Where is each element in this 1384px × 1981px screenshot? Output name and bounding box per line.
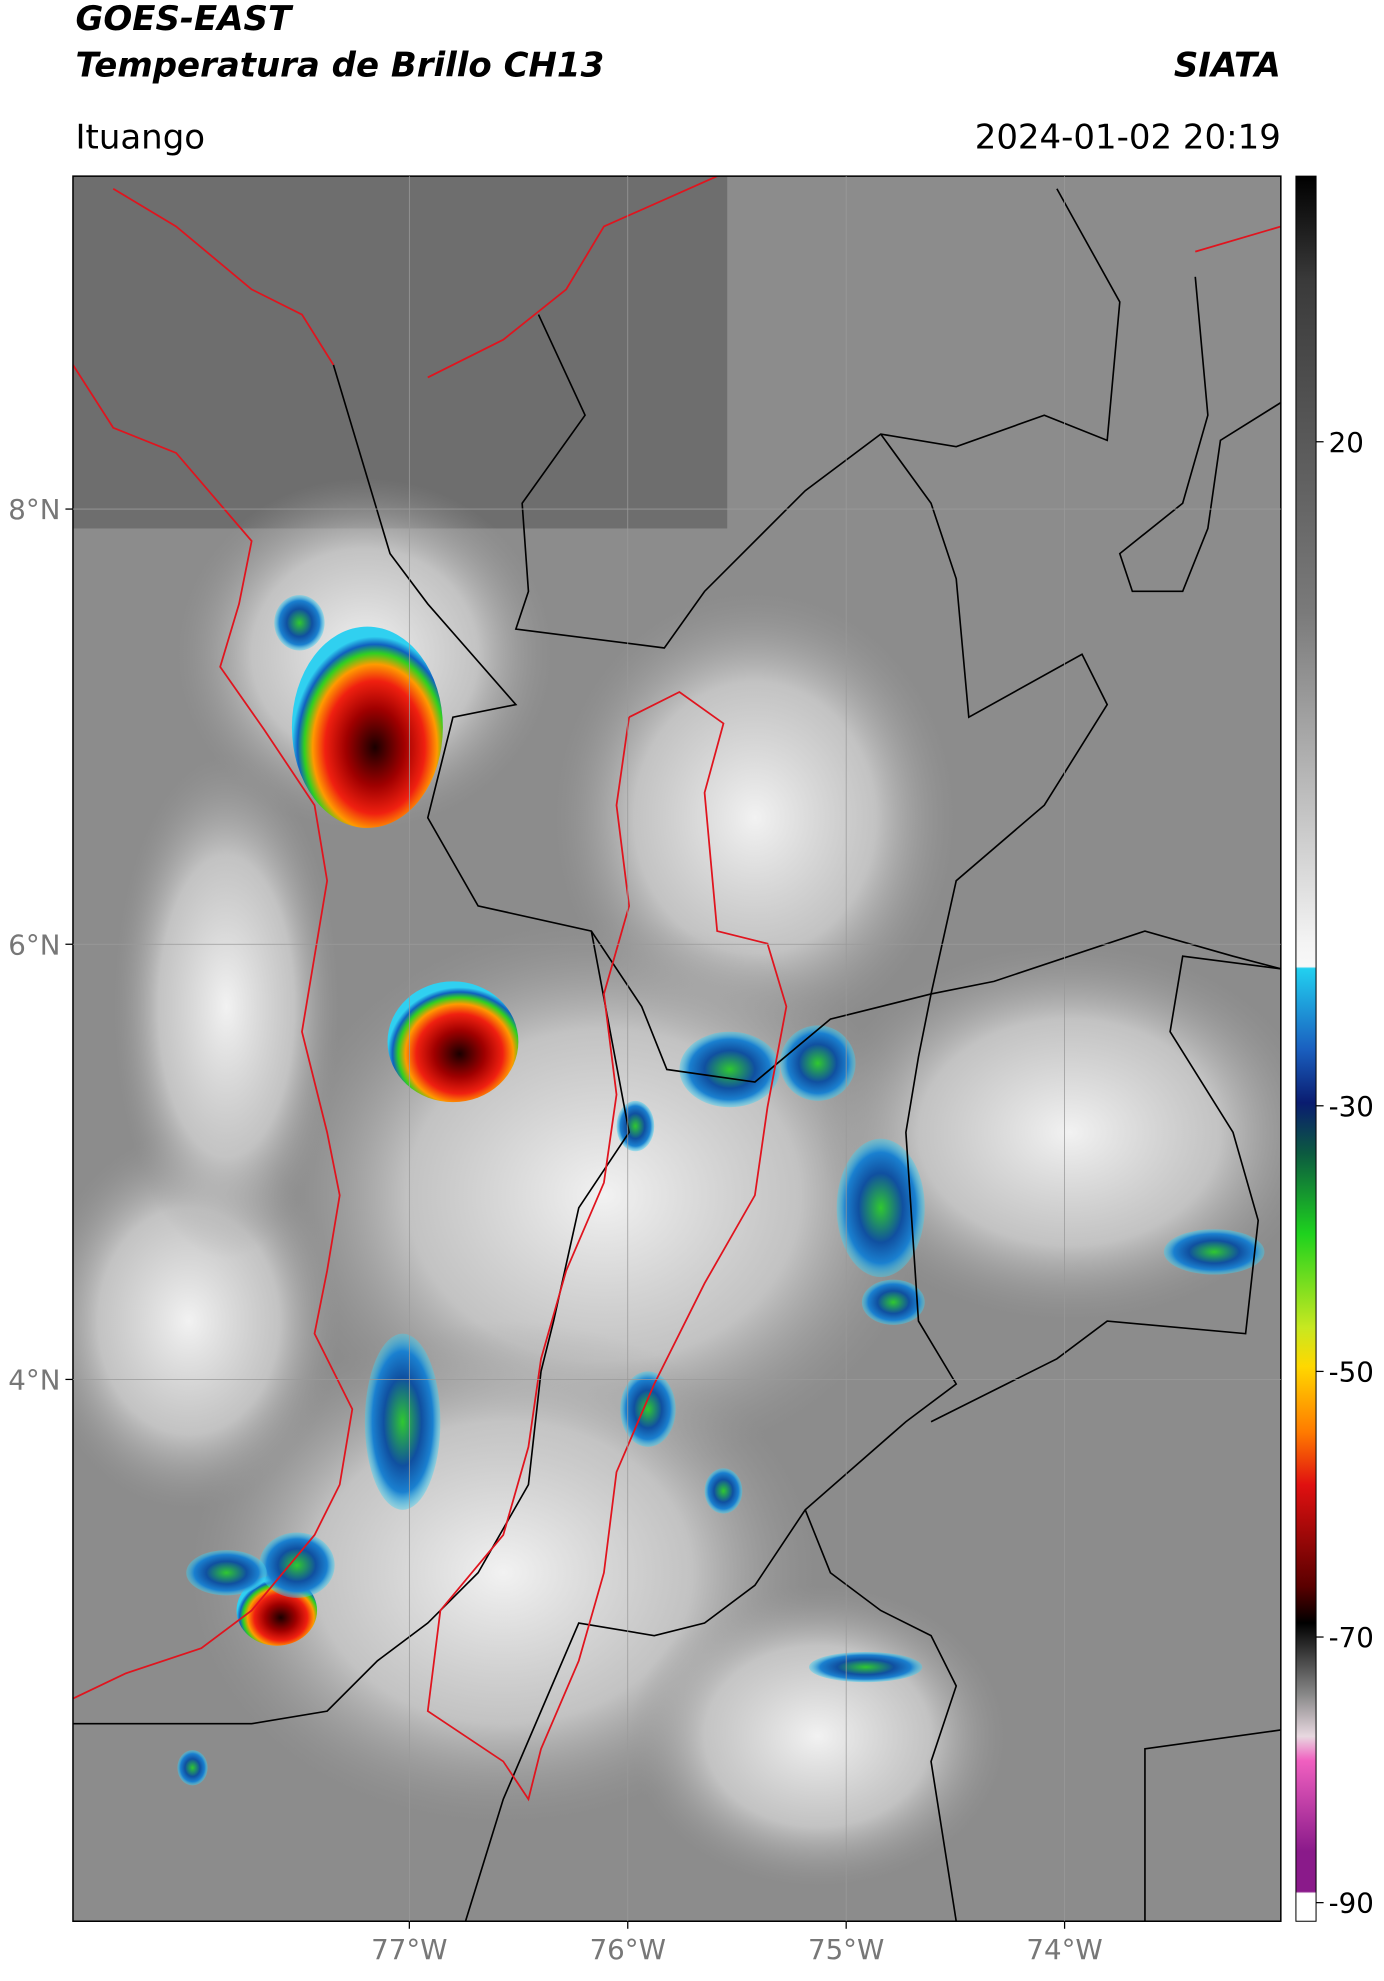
satellite-image <box>72 176 1281 1922</box>
x-tick-label: 77°W <box>371 1933 447 1966</box>
x-tick-label: 76°W <box>590 1933 666 1966</box>
colorbar-tick-label: -70 <box>1329 1621 1374 1654</box>
colorbar-tick-label: -90 <box>1329 1887 1374 1920</box>
x-tick-label: 75°W <box>808 1933 884 1966</box>
colorbar-tick-label: 20 <box>1329 426 1364 459</box>
brand: SIATA <box>1174 46 1281 86</box>
map-frame <box>72 175 1282 1922</box>
colorbar-tick-label: -50 <box>1329 1355 1374 1388</box>
colorbar <box>1295 175 1317 1922</box>
y-tick-label: 6°N <box>8 928 60 961</box>
axes: 77°W 76°W 75°W 74°W 8°N 6°N 4°N 20 -30 -50 -70 -90 <box>8 176 1374 1966</box>
y-tick-label: 4°N <box>8 1363 60 1396</box>
timestamp: 2024-01-02 20:19 <box>975 117 1281 157</box>
title: GOES-EAST <box>75 0 293 39</box>
x-tick-label: 74°W <box>1026 1933 1102 1966</box>
location: Ituango <box>75 117 205 157</box>
colorbar-tick-label: -30 <box>1329 1090 1374 1123</box>
subtitle: Temperatura de Brillo CH13 <box>75 46 604 86</box>
y-tick-label: 8°N <box>8 493 60 526</box>
